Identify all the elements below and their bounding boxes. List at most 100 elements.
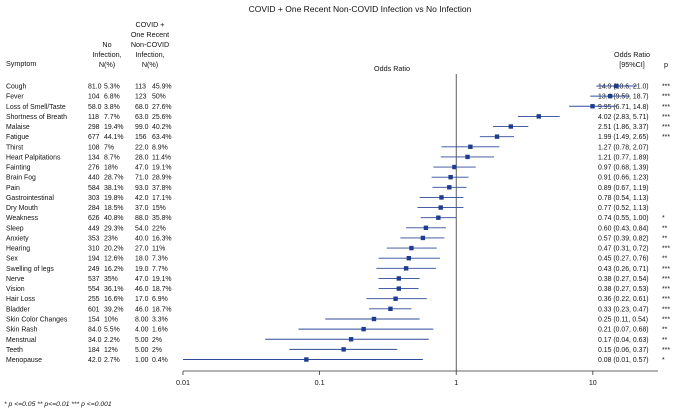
odds-ratio-ci-label: 0.33 (0.23, 0.47): [598, 306, 649, 313]
covid-percent: 25.6%: [152, 114, 172, 121]
significance-label: **: [662, 235, 668, 242]
odds-ratio-ci-label: 1.27 (0.78, 2.07): [598, 144, 649, 151]
covid-count: 27.0: [135, 246, 149, 253]
symptom-label: Bladder: [6, 306, 30, 313]
no-infection-count: 118: [88, 114, 99, 121]
covid-count: 123: [135, 94, 147, 101]
covid-count: 5.00: [135, 347, 149, 354]
header-symptom: Symptom: [6, 59, 36, 68]
no-infection-percent: 29.3%: [104, 225, 124, 232]
no-infection-count: 84.0: [88, 327, 102, 334]
no-infection-count: 42.0: [88, 357, 102, 364]
header-odds-ratio: Odds Ratio [95%CI]: [614, 50, 650, 69]
covid-percent: 15%: [152, 205, 166, 212]
table-row: Fever 104 6.8% 123 50% 13.4 (9.59, 18.7) ***: [6, 94, 670, 101]
no-infection-count: 81.0: [88, 84, 102, 91]
odds-ratio-ci-label: 0.21 (0.07, 0.68): [598, 327, 649, 334]
covid-count: 1.00: [135, 357, 149, 364]
covid-percent: 18.7%: [152, 306, 172, 313]
odds-ratio-point: [409, 245, 414, 251]
covid-count: 37.0: [135, 205, 149, 212]
odds-ratio-point: [403, 266, 409, 271]
symptom-label: Fatigue: [6, 134, 29, 141]
header-covid-line: COVID +: [136, 20, 165, 29]
covid-percent: 11.4%: [152, 154, 171, 161]
symptom-label: Pain: [6, 185, 20, 192]
covid-count: 63.0: [135, 114, 149, 121]
significance-label: ***: [662, 134, 670, 141]
x-axis-title: Odds Ratio: [374, 64, 410, 73]
symptom-label: Sleep: [6, 225, 24, 232]
odds-ratio-point: [388, 306, 393, 312]
odds-ratio-ci-label: 0.45 (0.27, 0.76): [598, 256, 649, 263]
header-covid-line: Non-COVID: [131, 40, 169, 49]
header-no-infection: No Infection, N(%): [92, 40, 121, 69]
no-infection-percent: 10%: [104, 316, 118, 323]
symptom-label: Fainting: [6, 165, 31, 172]
covid-count: 42.0: [135, 195, 149, 202]
no-infection-percent: 20.2%: [104, 246, 124, 253]
x-tick-label: 0.01: [176, 378, 190, 387]
covid-percent: 11%: [152, 246, 165, 253]
significance-label: ***: [662, 104, 670, 111]
no-infection-percent: 23%: [104, 235, 118, 242]
odds-ratio-ci-label: 2.51 (1.86, 3.37): [598, 124, 649, 131]
odds-ratio-point: [465, 154, 470, 160]
odds-ratio-point: [348, 337, 354, 342]
table-row: Menopause 42.0 2.7% 1.00 0.4% 0.08 (0.01, 0.5…: [6, 357, 665, 364]
symptom-label: Sex: [6, 256, 18, 263]
odds-ratio-point: [420, 235, 426, 241]
odds-ratio-point: [536, 114, 541, 119]
no-infection-count: 154: [88, 316, 100, 323]
odds-ratio-ci-label: 0.08 (0.01, 0.57): [598, 357, 649, 364]
symptom-label: Gastrointestinal: [6, 195, 54, 202]
odds-ratio-ci-label: 0.74 (0.55, 1.00): [598, 215, 649, 222]
table-row: Sleep 449 29.3% 54.0 22% 0.60 (0.43, 0.84) **: [6, 225, 668, 232]
covid-percent: 19.1%: [152, 165, 172, 172]
no-infection-count: 255: [88, 296, 100, 303]
covid-percent: 0.4%: [152, 357, 168, 364]
symptom-label: Teeth: [6, 347, 23, 354]
no-infection-percent: 36.1%: [104, 286, 124, 293]
odds-ratio-ci-label: 14.9 (10.6, 21.0): [598, 84, 649, 91]
table-row: Anxiety 353 23% 40.0 16.3% 0.57 (0.39, 0.82) *…: [6, 235, 668, 242]
header-no-infection-line: No: [102, 40, 111, 49]
no-infection-percent: 18%: [104, 165, 118, 172]
covid-count: 88.0: [135, 215, 149, 222]
symptom-label: Loss of Smell/Taste: [6, 104, 66, 111]
covid-percent: 19.1%: [152, 276, 172, 283]
table-row: Teeth 184 12% 5.00 2% 0.15 (0.06, 0.37) ***: [6, 347, 670, 354]
no-infection-count: 276: [88, 165, 100, 172]
no-infection-percent: 16.6%: [104, 296, 124, 303]
odds-ratio-ci-label: 0.78 (0.54, 1.13): [598, 195, 649, 202]
table-row: Loss of Smell/Taste 58.0 3.8% 68.0 27.6% 9.95…: [6, 104, 670, 111]
no-infection-percent: 19.8%: [104, 195, 124, 202]
odds-ratio-point: [341, 347, 346, 352]
table-row: Bladder 601 39.2% 46.0 18.7% 0.33 (0.23, 0.47…: [6, 306, 670, 313]
odds-ratio-ci-label: 0.38 (0.27, 0.53): [598, 286, 649, 293]
covid-count: 46.0: [135, 286, 149, 293]
covid-count: 40.0: [135, 235, 149, 242]
no-infection-count: 449: [88, 225, 100, 232]
no-infection-percent: 12%: [104, 347, 118, 354]
table-row: Hearing 310 20.2% 27.0 11% 0.47 (0.31, 0.72) *…: [6, 246, 670, 253]
no-infection-percent: 16.2%: [104, 266, 124, 273]
significance-label: ***: [662, 306, 670, 313]
odds-ratio-ci-label: 0.25 (0.11, 0.54): [598, 316, 648, 323]
odds-ratio-point: [438, 205, 443, 210]
no-infection-percent: 8.7%: [104, 154, 120, 161]
header-odds-ratio-line: [95%CI]: [619, 60, 645, 69]
odds-ratio-ci-label: 0.47 (0.31, 0.72): [598, 246, 649, 253]
table-row: Weakness 626 40.8% 88.0 35.8% 0.74 (0.55, 1.0…: [6, 215, 665, 222]
covid-count: 17.0: [135, 296, 149, 303]
symptom-label: Menstrual: [6, 337, 37, 344]
no-infection-percent: 3.8%: [104, 104, 120, 111]
symptom-label: Menopause: [6, 357, 42, 364]
header-odds-ratio-line: Odds Ratio: [614, 50, 650, 59]
odds-ratio-ci-label: 0.91 (0.66, 1.23): [598, 175, 649, 182]
symptom-label: Shortness of Breath: [6, 114, 67, 121]
covid-count: 113: [135, 84, 146, 91]
covid-count: 19.0: [135, 266, 149, 273]
table-row: Pain 584 38.1% 93.0 37.8% 0.89 (0.67, 1.19): [6, 185, 649, 192]
no-infection-count: 108: [88, 144, 100, 151]
